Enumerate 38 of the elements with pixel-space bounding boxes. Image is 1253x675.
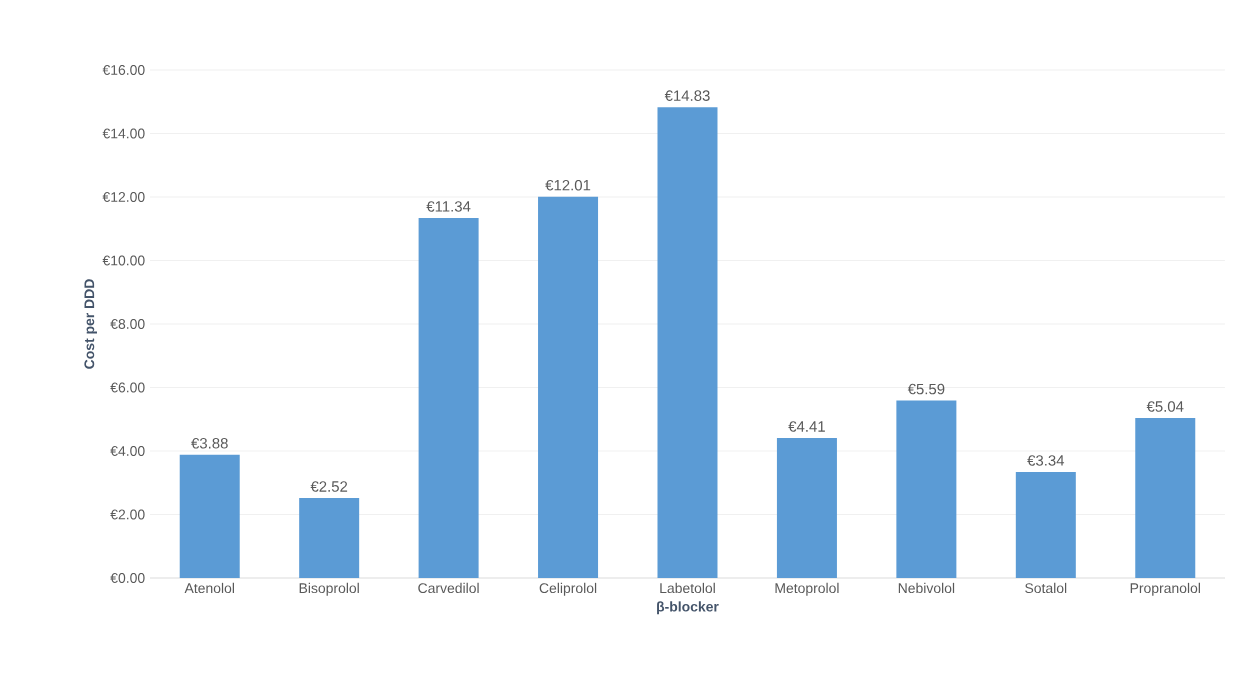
x-tick-label: Sotalol [1025, 582, 1067, 594]
data-label: €5.04 [1146, 401, 1184, 412]
x-tick-label: Labetolol [660, 582, 715, 594]
bar [657, 107, 718, 578]
y-axis-title: Cost per DDD [84, 279, 97, 369]
y-tick-label: €0.00 [110, 573, 145, 583]
bar [1015, 471, 1076, 578]
x-tick-label: Atenolol [184, 582, 234, 594]
y-tick-label: €16.00 [102, 65, 145, 75]
bar [776, 437, 837, 578]
y-tick-label: €6.00 [110, 382, 145, 393]
y-tick-label: €14.00 [102, 128, 145, 139]
data-label: €4.41 [788, 421, 825, 432]
y-tick-label: €8.00 [110, 319, 145, 329]
data-label: €11.34 [426, 201, 471, 212]
bar [896, 400, 957, 578]
data-label: €12.01 [545, 179, 591, 191]
data-label: €5.59 [907, 383, 945, 395]
x-tick-label: Carvedilol [418, 582, 479, 594]
y-tick-label: €10.00 [102, 255, 145, 266]
x-tick-label: Propranolol [1130, 582, 1200, 596]
x-tick-label: Metoprolol [775, 582, 839, 596]
bar [538, 196, 599, 578]
y-tick-label: €12.00 [102, 192, 145, 202]
bar [299, 497, 360, 578]
bar [418, 217, 479, 578]
bar [1135, 417, 1196, 578]
data-label: €2.52 [310, 481, 348, 492]
data-label: €3.88 [191, 438, 228, 449]
data-label: €14.83 [664, 90, 710, 101]
data-label: €3.34 [1027, 455, 1065, 466]
y-tick-label: €4.00 [110, 446, 145, 456]
x-tick-label: Celiprolol [539, 582, 597, 596]
x-tick-label: Bisoprolol [299, 582, 359, 596]
x-axis-title: β-blocker [657, 601, 719, 615]
x-tick-label: Nebivolol [898, 582, 955, 594]
y-tick-label: €2.00 [110, 509, 145, 520]
bar [179, 454, 240, 578]
